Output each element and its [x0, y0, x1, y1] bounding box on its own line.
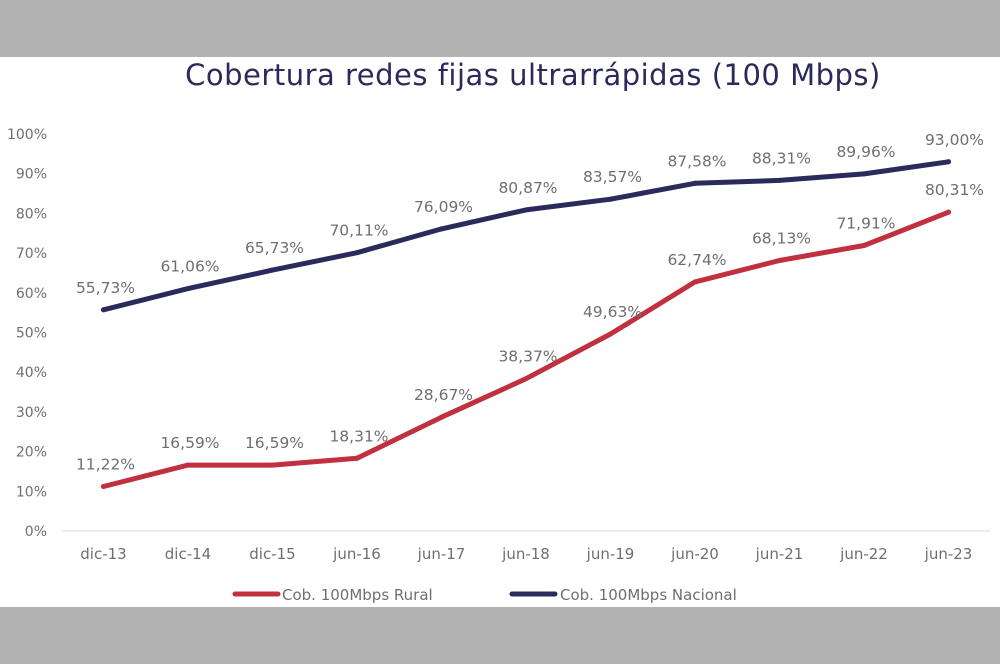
data-point: [692, 180, 698, 186]
x-tick-label: jun-21: [755, 545, 804, 563]
data-point: [354, 250, 360, 256]
data-label: 70,11%: [329, 222, 388, 240]
data-point: [354, 455, 360, 461]
data-label: 62,74%: [667, 251, 726, 269]
data-label: 49,63%: [583, 303, 642, 321]
data-point: [946, 159, 951, 165]
x-tick-label: jun-22: [839, 545, 888, 563]
x-tick-label: dic-14: [165, 545, 211, 563]
data-point: [439, 414, 444, 420]
y-tick-label: 20%: [16, 445, 47, 461]
line-chart: Cobertura redes fijas ultrarrápidas (100…: [7, 58, 990, 604]
data-labels: 11,22% 16,59% 16,59% 18,31% 28,67% 38,37% 49,6…: [76, 131, 984, 474]
data-point: [946, 209, 951, 215]
data-label: 55,73%: [76, 279, 135, 297]
data-point: [185, 286, 191, 292]
chart-title: Cobertura redes fijas ultrarrápidas (100…: [185, 58, 881, 92]
x-tick-label: jun-17: [417, 545, 466, 563]
legend: Cob. 100Mbps Rural Cob. 100Mbps Nacional: [232, 586, 737, 604]
y-tick-label: 30%: [16, 405, 47, 421]
data-point: [861, 243, 867, 249]
data-label: 71,91%: [836, 215, 895, 233]
data-label: 83,57%: [583, 168, 642, 186]
x-tick-label: jun-19: [586, 545, 635, 563]
x-tick-label: jun-20: [670, 545, 719, 563]
data-label: 16,59%: [160, 434, 219, 452]
data-label: 18,31%: [329, 427, 388, 445]
y-tick-label: 90%: [16, 167, 47, 183]
data-point: [101, 307, 106, 313]
y-tick-label: 70%: [16, 246, 47, 262]
y-tick-label: 0%: [25, 524, 47, 540]
data-point: [270, 267, 275, 273]
data-label: 76,09%: [414, 198, 473, 216]
y-tick-label: 100%: [7, 127, 47, 143]
data-point: [523, 376, 529, 382]
data-point: [439, 226, 444, 232]
y-tick-label: 60%: [16, 286, 47, 302]
data-point: [608, 196, 613, 202]
x-tick-label: dic-13: [80, 545, 126, 563]
x-tick-label: jun-23: [924, 545, 973, 563]
chart-frame: Cobertura redes fijas ultrarrápidas (100…: [0, 57, 1000, 607]
y-tick-label: 80%: [16, 206, 47, 222]
y-tick-label: 10%: [16, 484, 47, 500]
data-label: 88,31%: [752, 149, 811, 167]
data-point: [185, 462, 191, 468]
data-point: [270, 462, 275, 468]
data-point: [861, 171, 867, 177]
y-axis: 0% 10% 20% 30% 40% 50% 60% 70% 80% 90% 100%: [7, 127, 47, 540]
y-tick-label: 40%: [16, 365, 47, 381]
x-axis: dic-13 dic-14 dic-15 jun-16 jun-17 jun-18 jun-…: [80, 545, 972, 563]
data-label: 87,58%: [667, 152, 726, 170]
data-label: 65,73%: [245, 239, 304, 257]
data-point: [692, 279, 698, 285]
data-point: [608, 331, 613, 337]
x-tick-label: jun-16: [332, 545, 381, 563]
data-label: 11,22%: [76, 455, 135, 473]
data-label: 80,87%: [498, 179, 557, 197]
x-tick-label: jun-18: [501, 545, 550, 563]
data-label: 68,13%: [752, 230, 811, 248]
data-label: 80,31%: [925, 181, 984, 199]
data-label: 93,00%: [925, 131, 984, 149]
y-tick-label: 50%: [16, 326, 47, 342]
data-label: 28,67%: [414, 386, 473, 404]
data-point: [523, 207, 529, 213]
data-label: 61,06%: [160, 258, 219, 276]
legend-label: Cob. 100Mbps Rural: [282, 586, 433, 604]
legend-label: Cob. 100Mbps Nacional: [560, 586, 737, 604]
data-point: [101, 483, 106, 489]
data-label: 89,96%: [836, 143, 895, 161]
series-layer: [101, 159, 951, 489]
data-point: [777, 177, 782, 183]
x-tick-label: dic-15: [249, 545, 295, 563]
data-label: 38,37%: [498, 348, 557, 366]
data-label: 16,59%: [245, 434, 304, 452]
data-point: [777, 258, 782, 264]
